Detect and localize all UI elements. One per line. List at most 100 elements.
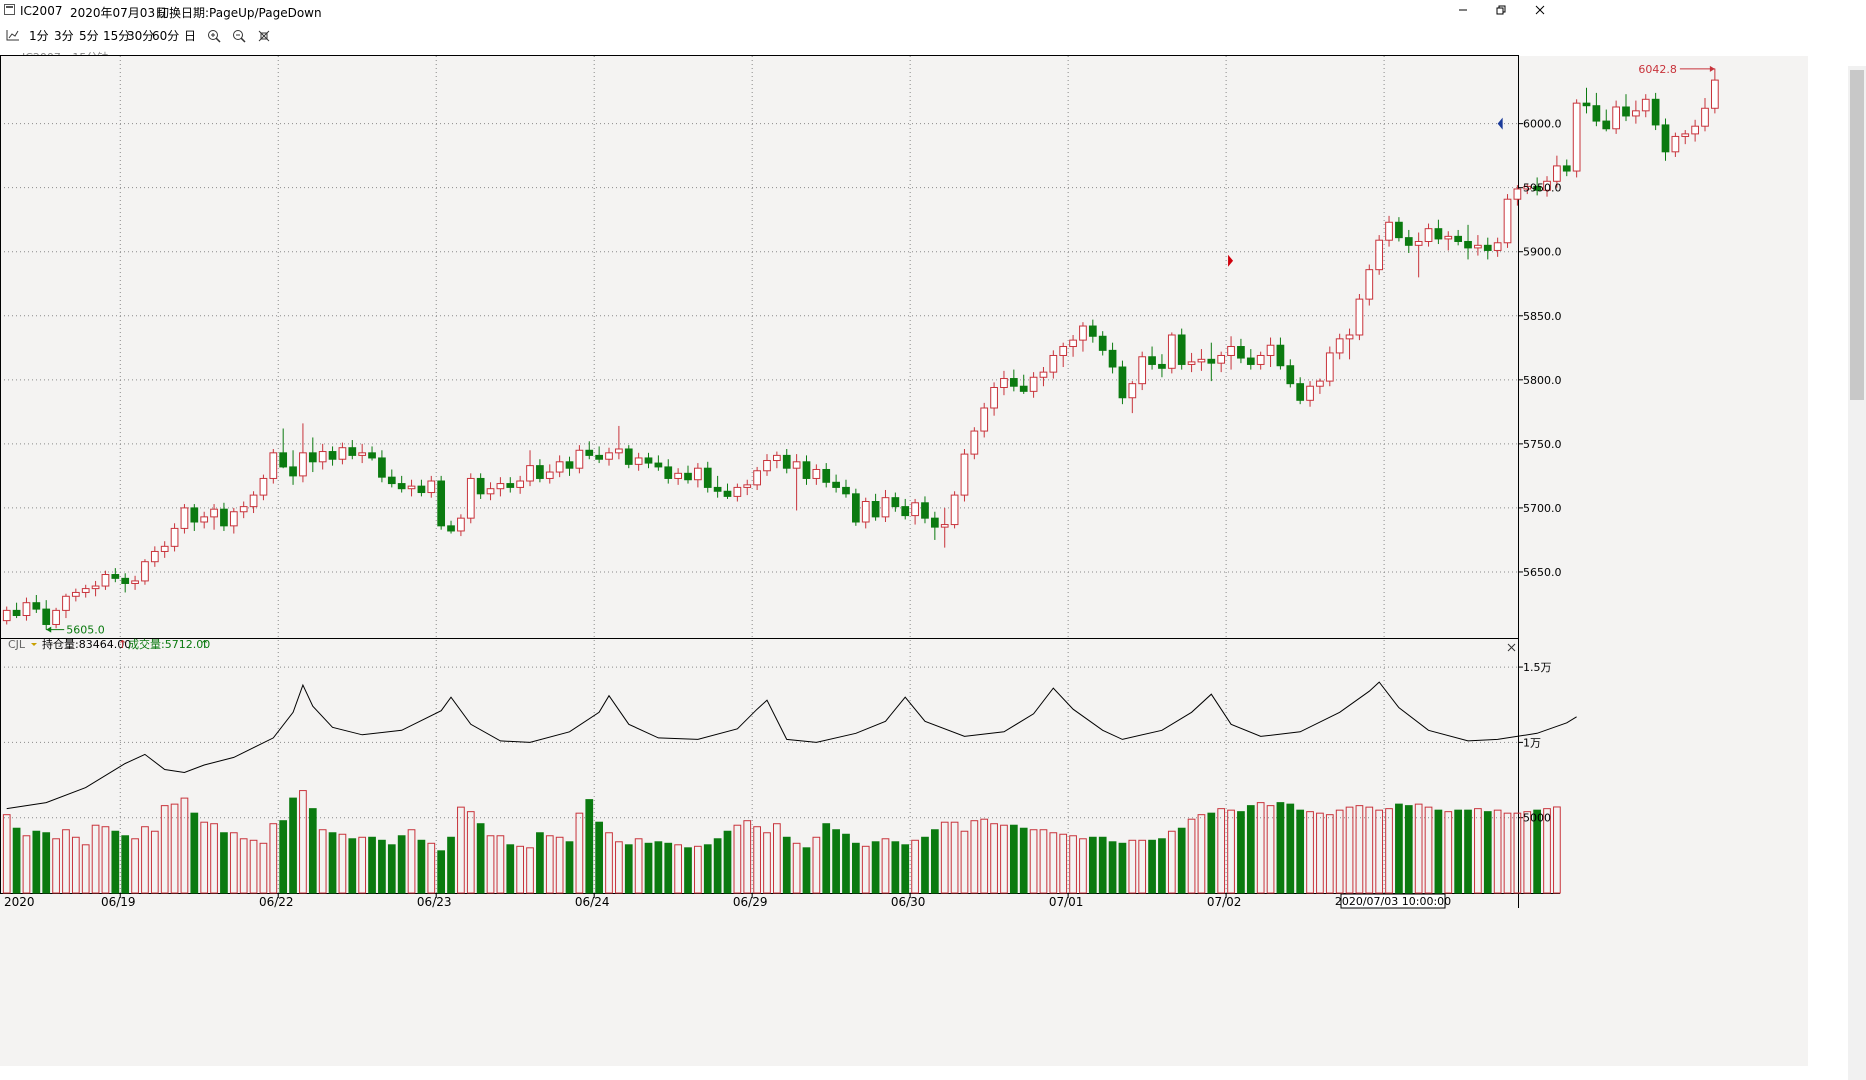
volume-bar xyxy=(476,823,485,894)
candle-body xyxy=(1483,244,1492,251)
volume-bar xyxy=(1424,806,1433,894)
volume-bar xyxy=(1464,809,1472,894)
volume-bar xyxy=(1296,809,1305,894)
close-panel-icon[interactable] xyxy=(1507,643,1516,652)
volume-bar xyxy=(1049,832,1058,894)
volume-bar xyxy=(605,832,613,894)
min-marker-arrow xyxy=(46,626,52,633)
candle-body xyxy=(1138,356,1147,385)
open-interest-series xyxy=(6,681,1577,810)
max-price-label: 6042.8 xyxy=(1638,63,1677,76)
volume-bar xyxy=(358,836,367,894)
period-15min-button[interactable]: 15分 xyxy=(103,29,131,43)
candle-body xyxy=(753,470,761,486)
period-day-button[interactable]: 日 xyxy=(184,29,197,43)
candle-body xyxy=(1582,102,1591,107)
candle-body xyxy=(812,468,821,479)
volume-bar xyxy=(703,844,712,894)
candle-body xyxy=(190,507,199,523)
volume-bar xyxy=(1503,812,1512,894)
candle-body xyxy=(861,501,870,523)
candle-body xyxy=(170,527,179,547)
candle-body xyxy=(792,461,801,469)
price-tick-label: 5800.0 xyxy=(1523,374,1562,387)
candle-body xyxy=(348,447,357,456)
candle-body xyxy=(911,502,919,517)
date-tick-label: 06/24 xyxy=(575,895,610,909)
period-3min-button[interactable]: 3分 xyxy=(54,29,74,43)
candle-body xyxy=(338,447,347,460)
fit-icon[interactable] xyxy=(257,29,271,43)
candle-body xyxy=(545,471,554,479)
zoom-in-icon[interactable] xyxy=(207,29,221,43)
candle-body xyxy=(1414,240,1423,246)
candle-body xyxy=(1197,358,1206,363)
volume-bar xyxy=(1000,824,1008,894)
volume-bar xyxy=(713,838,722,894)
volume-bar xyxy=(1306,811,1314,894)
volume-bar xyxy=(387,844,396,894)
candle-body xyxy=(1444,235,1453,240)
date-tick-label: 06/23 xyxy=(417,895,452,909)
candle-body xyxy=(1079,325,1087,341)
candle-body xyxy=(1592,105,1601,122)
dropdown-icon[interactable] xyxy=(31,643,37,646)
candle-body xyxy=(1602,120,1611,130)
volume-bar xyxy=(1197,814,1206,894)
period-1min-button[interactable]: 1分 xyxy=(29,29,49,43)
volume-bar xyxy=(368,836,376,894)
candle-body xyxy=(1276,344,1285,367)
candle-body xyxy=(733,486,742,497)
candle-body xyxy=(694,467,702,481)
minimize-button[interactable] xyxy=(1456,3,1470,20)
volume-bar xyxy=(1108,841,1117,894)
volume-bar xyxy=(338,833,347,894)
volume-bar xyxy=(328,832,337,894)
candle-body xyxy=(141,561,149,582)
period-5min-button[interactable]: 5分 xyxy=(79,29,99,43)
candle-body xyxy=(536,465,544,479)
close-button[interactable] xyxy=(1533,3,1547,20)
candle-body xyxy=(466,477,475,519)
volume-bar xyxy=(180,797,189,894)
volume-bar xyxy=(763,832,771,894)
candle-body xyxy=(634,457,643,465)
price-tick-label: 5700.0 xyxy=(1523,502,1562,515)
volume-bar xyxy=(861,845,870,894)
window-symbol: IC2007 xyxy=(20,4,63,18)
candle-body xyxy=(1612,106,1620,130)
candle-body xyxy=(81,588,90,593)
period-30min-button[interactable]: 30分 xyxy=(127,29,155,43)
period-60min-button[interactable]: 60分 xyxy=(152,29,180,43)
volume-bar xyxy=(496,835,505,894)
restore-button[interactable] xyxy=(1494,3,1508,20)
volume-bar xyxy=(1414,803,1423,894)
labels: 5650.0 5700.0 5750.0 5800.0 5850.0 5900.0 5950… xyxy=(4,118,1562,909)
volume-bar xyxy=(407,829,416,894)
candle-body xyxy=(417,485,426,494)
volume-bar xyxy=(536,832,544,894)
candle-body xyxy=(1474,244,1482,249)
candle-body xyxy=(1069,339,1077,348)
volume-bar xyxy=(52,838,60,894)
volume-bar xyxy=(457,806,465,894)
volume-bar xyxy=(101,826,110,894)
volume-bar xyxy=(871,841,880,894)
line-chart-icon[interactable] xyxy=(6,29,20,41)
volume-bar xyxy=(289,797,297,894)
candle-body xyxy=(358,452,367,456)
volume-bar xyxy=(1365,806,1374,894)
candle-body xyxy=(940,524,949,528)
candle-body xyxy=(1296,383,1305,401)
volume-bar xyxy=(1375,809,1384,894)
volume-bar xyxy=(1207,812,1216,894)
candle-body xyxy=(871,501,880,518)
oi-arrow-icon: ↑ xyxy=(118,638,127,651)
volume-bar xyxy=(466,811,475,894)
candle-body xyxy=(1108,349,1117,368)
candle-body xyxy=(773,454,781,462)
zoom-out-icon[interactable] xyxy=(232,29,246,43)
scrollbar-thumb[interactable] xyxy=(1850,70,1864,400)
volume-bar xyxy=(239,838,248,894)
